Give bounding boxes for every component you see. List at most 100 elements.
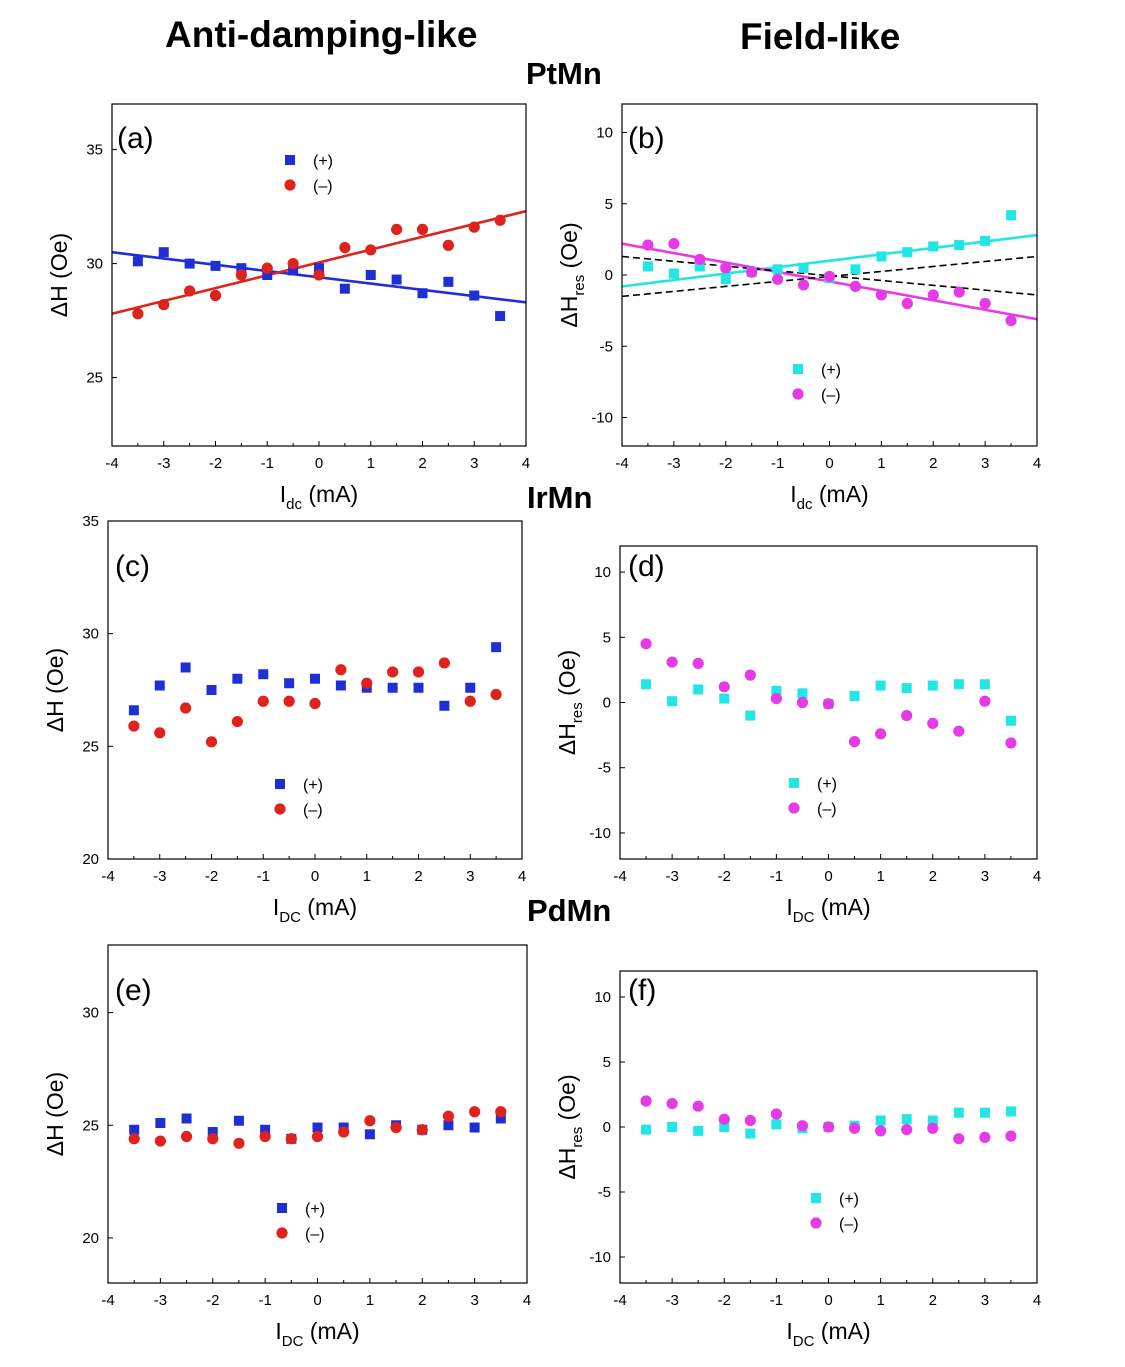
data-point bbox=[718, 1113, 730, 1125]
panel-label-d: (d) bbox=[628, 550, 665, 583]
legend-marker-minus bbox=[276, 1227, 288, 1239]
x-tick-label: 0 bbox=[824, 868, 832, 885]
data-point bbox=[640, 638, 652, 650]
data-point bbox=[387, 682, 398, 693]
x-tick-label: 0 bbox=[315, 455, 323, 472]
x-tick-label: -3 bbox=[665, 868, 678, 885]
y-tick-label: 0 bbox=[603, 695, 611, 712]
y-tick-label: -5 bbox=[598, 760, 611, 777]
data-point bbox=[849, 690, 860, 701]
legend-marker-plus bbox=[811, 1193, 821, 1203]
x-tick-label: 2 bbox=[929, 868, 937, 885]
data-point bbox=[666, 1098, 678, 1110]
data-point bbox=[285, 1133, 297, 1145]
data-point bbox=[206, 685, 217, 695]
y-axis-label-a: ΔH (Oe) bbox=[46, 233, 72, 317]
x-axis-label-b: Idc (mA) bbox=[790, 481, 868, 513]
data-point bbox=[719, 693, 730, 704]
data-point bbox=[284, 678, 295, 689]
data-point bbox=[310, 673, 320, 684]
series-d-minus bbox=[640, 638, 1017, 749]
x-tick-label: -4 bbox=[105, 455, 118, 472]
y-tick-label: 10 bbox=[596, 125, 613, 142]
data-point bbox=[640, 1095, 652, 1107]
data-point bbox=[233, 1115, 244, 1126]
x-axis-label-e: IDC (mA) bbox=[275, 1318, 359, 1350]
y-tick-label: 30 bbox=[82, 1005, 99, 1022]
data-point bbox=[1005, 737, 1017, 749]
x-tick-label: 4 bbox=[518, 868, 526, 885]
legend-marker-minus bbox=[810, 1217, 822, 1229]
data-point bbox=[1005, 1130, 1017, 1142]
data-point bbox=[364, 1115, 376, 1127]
x-axis-label-c: IDC (mA) bbox=[273, 894, 357, 926]
data-point bbox=[468, 221, 480, 233]
data-point bbox=[798, 262, 809, 273]
data-point bbox=[666, 656, 678, 668]
data-point bbox=[364, 1129, 375, 1140]
legend-label-minus: (–) bbox=[313, 178, 333, 195]
data-point bbox=[744, 1114, 756, 1127]
panel-label-c: (c) bbox=[115, 550, 150, 583]
data-point bbox=[642, 239, 654, 251]
x-tick-label: 1 bbox=[363, 868, 371, 885]
data-point bbox=[180, 1130, 193, 1143]
data-point bbox=[233, 1137, 245, 1149]
data-point bbox=[335, 664, 347, 676]
y-tick-label: 5 bbox=[603, 629, 611, 646]
data-point bbox=[491, 642, 502, 653]
data-point bbox=[232, 673, 243, 684]
data-point bbox=[413, 682, 424, 693]
data-point bbox=[283, 695, 295, 707]
y-tick-label: 5 bbox=[603, 1054, 611, 1071]
y-tick-label: 35 bbox=[82, 513, 99, 530]
y-tick-label: 30 bbox=[86, 256, 103, 273]
data-point bbox=[875, 728, 887, 740]
y-tick-label: 30 bbox=[82, 626, 99, 643]
data-point bbox=[875, 680, 886, 691]
data-point bbox=[128, 705, 139, 716]
row-title-irmn: IrMn bbox=[527, 480, 593, 515]
data-point bbox=[129, 1124, 140, 1135]
data-point bbox=[668, 268, 679, 279]
data-point bbox=[718, 681, 730, 693]
y-tick-label: 20 bbox=[82, 851, 99, 868]
data-point bbox=[848, 1122, 861, 1134]
y-tick-label: 25 bbox=[82, 738, 99, 755]
data-point bbox=[465, 682, 476, 693]
data-point bbox=[693, 684, 704, 695]
x-tick-label: 4 bbox=[523, 1292, 531, 1309]
data-point bbox=[927, 1122, 939, 1134]
data-point bbox=[668, 238, 680, 250]
data-point bbox=[158, 247, 169, 258]
y-tick-label: 10 bbox=[594, 564, 611, 581]
x-tick-label: -3 bbox=[154, 1292, 167, 1309]
x-tick-label: 3 bbox=[981, 455, 989, 472]
data-point bbox=[902, 247, 913, 258]
x-tick-label: -4 bbox=[615, 455, 628, 472]
y-tick-label: -10 bbox=[589, 825, 611, 842]
data-point bbox=[980, 235, 991, 246]
data-point bbox=[231, 715, 243, 728]
data-point bbox=[694, 261, 705, 272]
data-point bbox=[953, 725, 965, 737]
legend-marker-plus bbox=[789, 778, 799, 788]
x-tick-label: 0 bbox=[313, 1292, 321, 1309]
data-point bbox=[235, 269, 247, 281]
legend-marker-minus bbox=[788, 802, 800, 814]
x-tick-label: 2 bbox=[929, 1292, 937, 1309]
data-point bbox=[258, 669, 269, 680]
data-point bbox=[132, 308, 144, 320]
y-tick-label: 25 bbox=[82, 1117, 99, 1134]
legend-f: (+) (–) bbox=[810, 1191, 859, 1233]
data-point bbox=[1005, 715, 1016, 726]
x-tick-label: -2 bbox=[719, 455, 732, 472]
data-point bbox=[928, 241, 939, 252]
x-axis-label-a: Idc (mA) bbox=[280, 481, 358, 513]
x-tick-label: 0 bbox=[825, 455, 833, 472]
data-point bbox=[720, 274, 731, 285]
data-point bbox=[641, 679, 652, 690]
data-point bbox=[180, 702, 192, 714]
data-point bbox=[744, 669, 756, 681]
